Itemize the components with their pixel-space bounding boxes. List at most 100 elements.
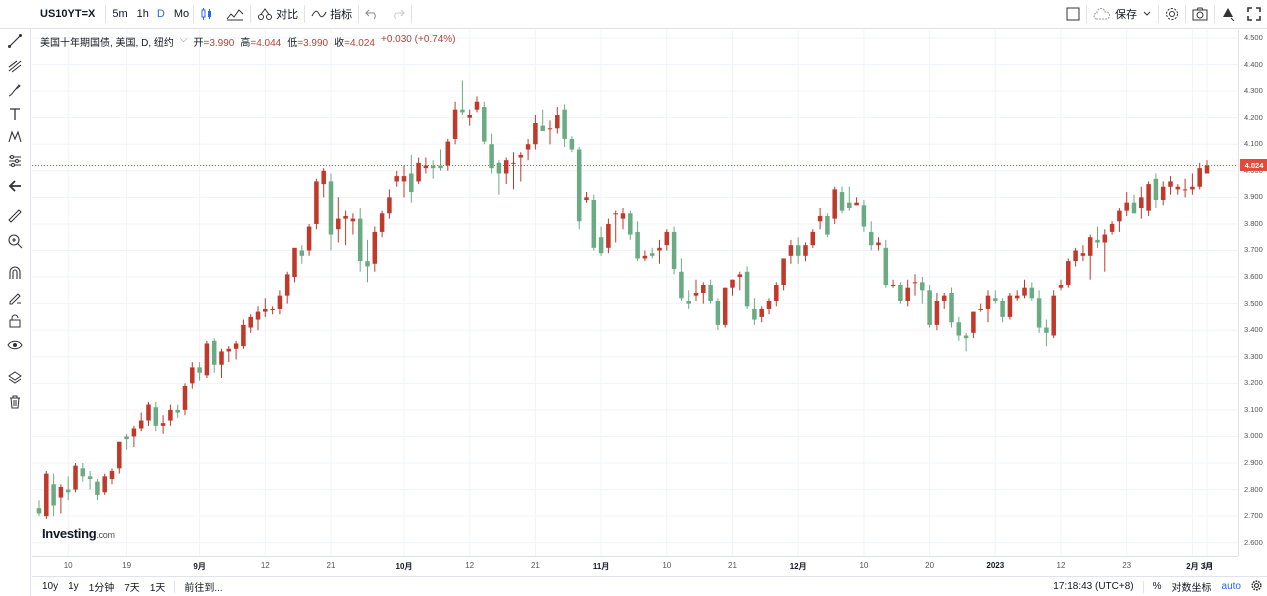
candle [927,285,932,328]
candle-body-up [1007,295,1013,317]
lock-icon[interactable] [4,311,26,331]
range-1y[interactable]: 1y [68,581,79,592]
time-axis[interactable]: 10 19 9月 12 21 10月 12 21 11月 10 21 12月 10 20 2023 12 23 2… [32,556,1238,576]
price-axis[interactable]: 4.5004.4004.3004.2004.1004.0003.9003.800… [1238,30,1267,556]
candle [489,133,494,174]
forecast-icon[interactable] [4,151,26,171]
text-tool-icon[interactable] [4,104,26,124]
compare-button[interactable]: 对比 [251,0,304,28]
candle [920,277,925,304]
fullscreen-icon[interactable] [1241,0,1267,28]
interval-mo[interactable]: Mo [173,8,190,20]
camera-icon[interactable] [1186,0,1214,28]
settings-gear-icon[interactable] [1159,0,1185,28]
candle [423,157,429,174]
candle [832,186,837,224]
candle-body-up [1175,186,1181,190]
candle [620,207,626,230]
axis-settings-gear-icon[interactable] [1246,579,1267,594]
candle-body-up [102,476,107,493]
range-7d[interactable]: 7天 [124,583,140,594]
top-toolbar: US10YT=X 5m 1h D Mo 对比 指标 [0,0,1267,29]
zoom-in-icon[interactable] [4,231,26,251]
candle-body-down [562,109,567,139]
auto-scale-toggle[interactable]: auto [1221,581,1241,592]
candle [350,213,356,235]
legend-close: 收=4.024 [334,38,375,49]
legend-menu-icon[interactable]: ⌵ [179,34,188,45]
price-tick-label: 2.900 [1244,458,1263,468]
back-arrow-icon[interactable] [4,176,26,196]
candle-body-down [1036,298,1042,328]
candle [722,287,728,328]
eye-icon[interactable] [4,335,26,355]
candle [1168,176,1173,195]
last-price-label: 4.024 [1240,159,1267,172]
candle [547,120,553,145]
candle [357,207,363,272]
candle-body-down [489,144,494,169]
undo-icon[interactable] [359,0,385,28]
candle [387,189,392,219]
fullscreen-chart-icon[interactable] [1060,0,1086,28]
candle [1117,207,1122,232]
candle-body-up [387,197,392,214]
candle-body-down [744,271,750,307]
candle [642,250,648,262]
price-tick-label: 3.000 [1244,431,1263,441]
candle-body-up [803,245,808,256]
range-1d[interactable]: 1天 [149,583,166,594]
trash-icon[interactable] [4,392,26,412]
candle-body-down [211,340,217,365]
pattern-icon[interactable] [4,127,26,147]
candlestick-chart[interactable] [32,30,1238,556]
candle-body-down [460,109,465,113]
trend-line-icon[interactable] [4,31,26,51]
range-1m[interactable]: 1分钟 [88,583,115,594]
interval-5m[interactable]: 5m [112,8,128,20]
log-scale-toggle[interactable]: 对数坐标 [1171,583,1212,594]
area-chart-icon[interactable] [220,0,250,28]
price-tick-label: 3.500 [1244,298,1263,308]
magnet-icon[interactable] [4,263,26,283]
draw-mode-icon[interactable] [4,287,26,307]
candle-body-up [730,279,735,288]
save-button[interactable]: 保存 [1087,0,1158,28]
goto-button[interactable]: 前往到... [184,583,223,594]
range-10y[interactable]: 10y [42,581,59,592]
interval-d[interactable]: D [156,8,165,20]
layers-icon[interactable] [4,368,26,388]
candle-style-icon[interactable] [194,0,220,28]
legend-low: 低=3.990 [287,38,329,49]
candle-body-up [693,293,699,296]
candle [1014,290,1020,301]
percent-toggle[interactable]: % [1152,581,1162,592]
candle-body-down [36,508,42,514]
divider [411,5,413,23]
chart-canvas[interactable] [32,30,1238,556]
candle [1190,173,1195,195]
candle-body-up [934,300,940,325]
legend-change: +0.030 (+0.74%) [381,34,456,45]
candle-body-up [503,160,509,174]
candle [562,104,567,147]
ruler-icon[interactable] [4,206,26,226]
interval-1h[interactable]: 1h [136,8,149,20]
candle [817,207,823,230]
candle [336,197,341,243]
indicators-button[interactable]: 指标 [305,0,358,28]
candle [576,146,582,230]
candle-body-up [1204,165,1210,174]
candle-body-down [175,409,180,413]
brush-icon[interactable] [4,80,26,100]
price-tick-label: 4.300 [1244,86,1263,96]
pitchfork-icon[interactable] [4,56,26,76]
candle [1175,184,1181,195]
alert-icon[interactable] [1215,0,1241,28]
price-tick-label: 3.400 [1244,325,1263,335]
redo-icon[interactable] [385,0,411,28]
candle [737,271,743,291]
candle-body-up [613,213,618,215]
candle-body-down [1095,239,1100,243]
symbol-search[interactable]: US10YT=X [40,8,96,20]
